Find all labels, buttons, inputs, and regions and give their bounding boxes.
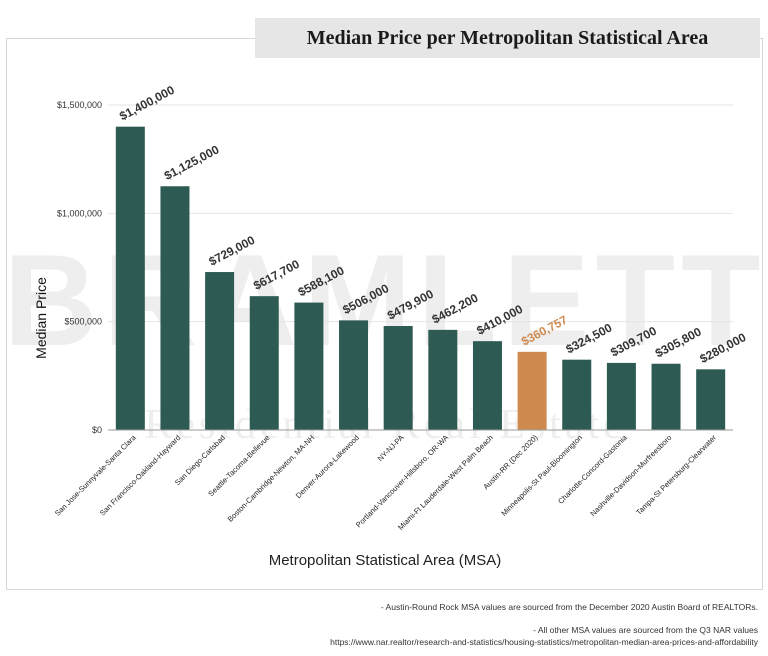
y-tick-label: $0 (92, 425, 102, 435)
bar (115, 126, 145, 431)
bar (160, 186, 190, 430)
bar (651, 363, 681, 430)
y-tick-label: $500,000 (64, 317, 102, 327)
x-axis-title: Metropolitan Statistical Area (MSA) (269, 552, 502, 569)
bar (383, 326, 413, 430)
bar (517, 351, 547, 430)
bar-chart: BRAMLETT Residential Real Estate $0$500,… (4, 83, 761, 569)
value-label: $1,125,000 (162, 142, 222, 183)
bar (472, 341, 502, 430)
y-tick-label: $1,000,000 (57, 208, 102, 218)
bar (294, 302, 324, 430)
y-axis-title: Median Price (33, 277, 49, 359)
x-tick-label: Tampa-St Petersburg-Clearwater (634, 433, 718, 517)
chart-title: Median Price per Metropolitan Statistica… (255, 18, 760, 58)
bar (339, 320, 369, 430)
footnote-nar-source: - All other MSA values are sourced from … (533, 625, 758, 635)
footnote-nar-url[interactable]: https://www.nar.realtor/research-and-sta… (330, 637, 758, 647)
bars (115, 126, 726, 431)
bar (249, 296, 279, 430)
bar (562, 359, 592, 430)
x-tick-label: San Jose-Sunnyvale-Santa Clara (53, 432, 138, 517)
bar (428, 329, 458, 430)
bar (205, 272, 235, 430)
y-tick-label: $1,500,000 (57, 100, 102, 110)
y-axis-ticks: $0 $500,000 $1,000,000 $1,500,000 (57, 100, 102, 435)
value-label: $1,400,000 (117, 83, 177, 124)
bar (606, 362, 636, 430)
x-tick-label: San Francisco-Oakland-Hayward (98, 433, 182, 517)
footnote-austin-source: - Austin-Round Rock MSA values are sourc… (380, 602, 758, 612)
bar (696, 369, 726, 430)
